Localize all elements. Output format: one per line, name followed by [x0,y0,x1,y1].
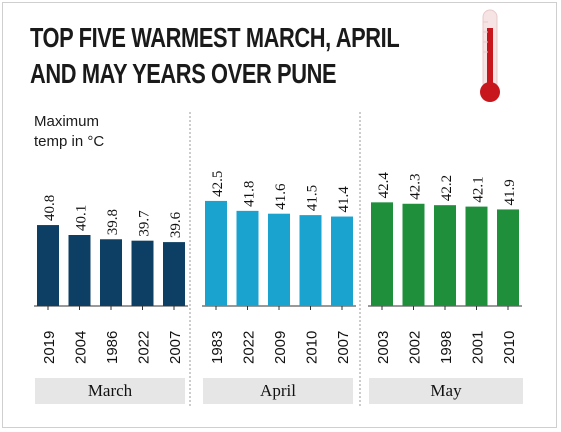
value-label: 42.1 [471,176,487,202]
bar [268,213,290,306]
chart-title-line-1: TOP FIVE WARMEST MARCH, APRIL [30,22,400,53]
value-label: 40.8 [42,195,58,221]
bar [100,239,122,306]
bar [465,206,488,306]
group-label-may: May [369,378,523,404]
year-tick-label: 2019 [41,331,58,364]
year-tick-label: 2007 [335,331,352,364]
year-tick-label: 1983 [209,331,226,364]
y-axis-label-line-2: temp in °C [34,133,105,150]
bar [37,225,59,306]
value-label: 42.4 [376,172,392,199]
bar [205,200,227,306]
value-label: 41.9 [502,179,518,205]
year-tick-label: 2010 [304,331,321,364]
value-label: 39.8 [105,209,121,235]
year-tick-label: 2001 [470,331,487,364]
bar [131,240,154,306]
year-tick-label: 2002 [407,331,424,364]
bar [331,216,353,306]
value-label: 39.6 [168,211,184,238]
bar [68,235,91,306]
bar [163,242,185,306]
value-label: 41.8 [242,181,258,207]
y-axis-label-line-1: Maximum [34,113,100,130]
year-tick-label: 1998 [438,331,455,364]
value-label: 42.2 [439,175,455,201]
bar [497,209,519,306]
chart-title-line-2: AND MAY YEARS OVER PUNE [30,58,337,89]
bar [299,215,322,306]
value-label: 42.5 [210,171,226,197]
year-tick-label: 2004 [73,331,90,364]
year-tick-label: 2007 [167,331,184,364]
year-tick-label: 2010 [501,331,518,364]
year-tick-label: 2022 [241,331,258,364]
year-tick-label: 2022 [136,331,153,364]
thermometer-icon [480,9,500,102]
group-label-april: April [203,378,353,404]
year-tick-label: 1986 [104,331,121,364]
value-label: 40.1 [74,205,90,231]
value-label: 39.7 [137,210,153,237]
bar [371,202,393,306]
bar [434,205,456,306]
group-label-march: March [35,378,185,404]
value-label: 41.5 [305,185,321,211]
year-tick-label: 2003 [375,331,392,364]
year-tick-label: 2009 [272,331,289,364]
value-label: 41.4 [336,186,352,213]
bar [402,203,425,306]
value-label: 41.6 [273,183,289,210]
y-axis-label: Maximum temp in °C [34,112,154,152]
value-label: 42.3 [408,174,424,200]
bar [236,210,259,306]
